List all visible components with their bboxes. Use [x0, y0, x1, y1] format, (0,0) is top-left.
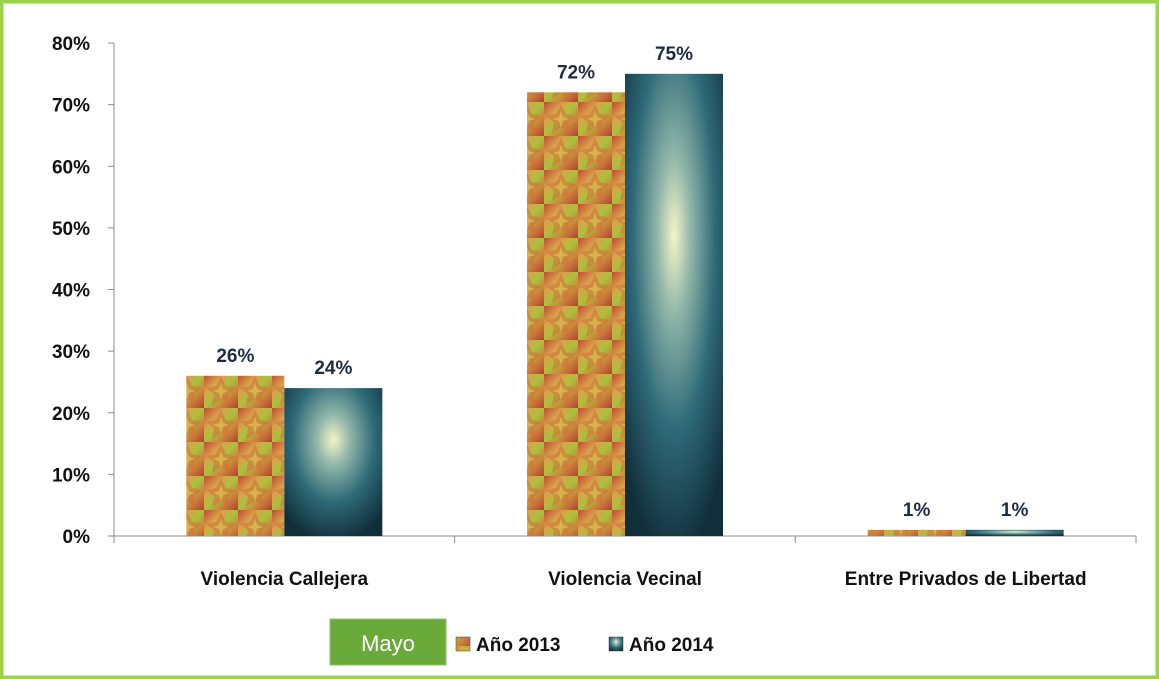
y-tick-label: 70%	[52, 96, 90, 117]
legend-label: Año 2013	[476, 635, 560, 656]
axes: 0% 10% 20% 30% 40% 50% 60% 70% 80% Violencia Call…	[52, 34, 1137, 590]
x-category-label: Violencia Callejera	[201, 569, 369, 590]
bar	[625, 73, 723, 536]
y-tick-label: 80%	[52, 34, 90, 55]
data-labels: 26% 72% 1% 24% 75% 1%	[216, 44, 1028, 521]
mayo-tag	[329, 618, 447, 666]
y-tick-label: 60%	[52, 157, 90, 178]
data-label: 24%	[314, 358, 352, 379]
bar	[867, 529, 966, 536]
y-tick-label: 0%	[63, 527, 91, 548]
x-category-label: Violencia Vecinal	[548, 569, 702, 590]
bars	[186, 73, 1064, 537]
y-tick-label: 40%	[52, 281, 90, 302]
data-label: 26%	[216, 346, 254, 367]
data-label: 1%	[1001, 500, 1029, 521]
mayo-tag-label: Mayo	[361, 631, 415, 656]
bar	[284, 388, 383, 536]
legend-swatch	[608, 636, 624, 652]
y-tick-label: 20%	[52, 404, 90, 425]
y-tick-label: 50%	[52, 219, 90, 240]
bar	[965, 529, 1064, 536]
legend-swatch	[455, 636, 471, 652]
bar	[186, 375, 285, 536]
legend: Mayo Año 2013 Año 2014	[329, 618, 714, 666]
x-category-label: Entre Privados de Libertad	[845, 569, 1087, 590]
bar	[527, 92, 625, 537]
data-label: 1%	[903, 500, 931, 521]
y-tick-label: 30%	[52, 342, 90, 363]
data-label: 75%	[655, 44, 693, 65]
legend-label: Año 2014	[629, 635, 714, 656]
data-label: 72%	[557, 62, 595, 83]
y-tick-label: 10%	[52, 465, 90, 486]
